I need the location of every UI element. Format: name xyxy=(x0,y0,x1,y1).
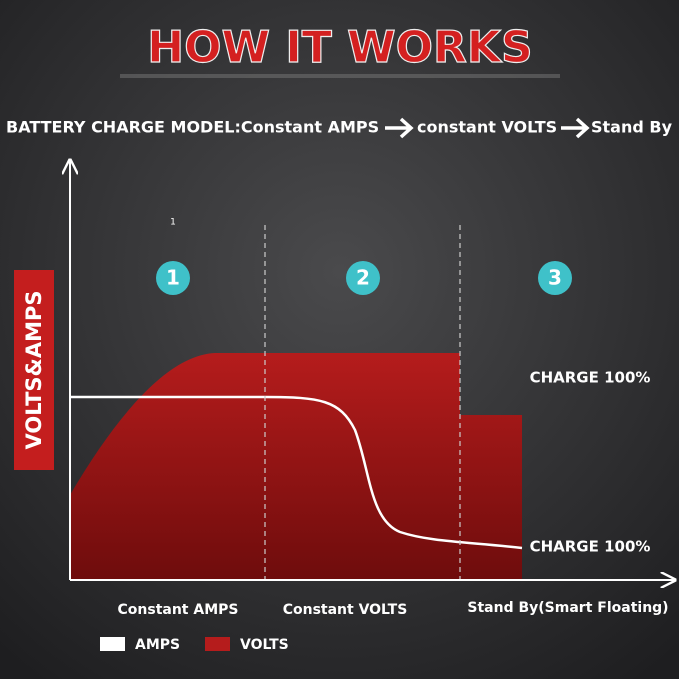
stage-number: 3 xyxy=(548,266,562,290)
stage-label: Stand By(Smart Floating) xyxy=(467,600,668,616)
annotation: CHARGE 100% xyxy=(530,538,651,556)
arrow xyxy=(385,117,414,139)
subtitle-step: Stand By xyxy=(591,118,673,137)
stage-badge xyxy=(346,261,380,295)
stage-label: Constant VOLTS xyxy=(283,602,408,618)
subtitle-model: BATTERY CHARGE MODEL:Constant AMPS xyxy=(6,118,379,137)
legend-swatch xyxy=(100,637,125,651)
stage-label: Constant AMPS xyxy=(118,602,239,618)
legend-label: VOLTS xyxy=(240,637,289,653)
arrow xyxy=(561,117,590,139)
title-underline xyxy=(120,74,560,78)
stage-badge xyxy=(156,261,190,295)
subtitle-step: constant VOLTS xyxy=(417,118,557,137)
y-axis-label: VOLTS&AMPS xyxy=(22,290,46,449)
stage-number: 1 xyxy=(166,266,180,290)
y-label-box xyxy=(14,270,54,470)
legend: AMPS VOLTS xyxy=(100,637,289,653)
legend-label: AMPS xyxy=(135,637,180,653)
annotation: CHARGE 100% xyxy=(530,369,651,387)
amps-curve xyxy=(70,395,523,550)
stage-badge xyxy=(538,261,572,295)
legend-swatch xyxy=(205,637,230,651)
volts-area xyxy=(70,353,522,580)
note: 1 xyxy=(170,218,176,228)
stage-number: 2 xyxy=(356,266,370,290)
title: HOW IT WORKS xyxy=(147,22,532,73)
